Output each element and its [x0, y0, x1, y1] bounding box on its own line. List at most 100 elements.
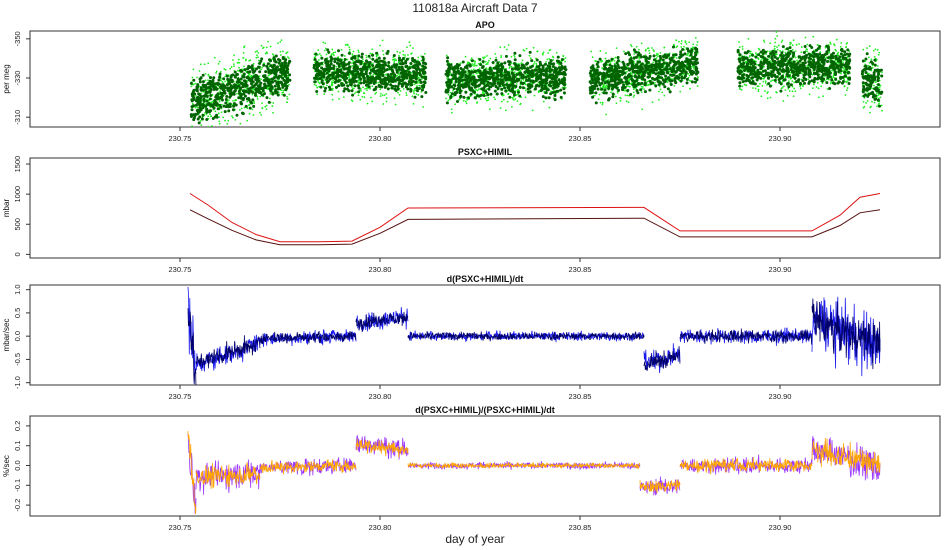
- data-point: [812, 35, 815, 38]
- data-point: [681, 47, 685, 51]
- data-point: [549, 92, 553, 96]
- data-point: [247, 87, 251, 91]
- data-point: [194, 106, 197, 109]
- data-point: [663, 94, 666, 97]
- data-point: [353, 92, 356, 95]
- data-point: [236, 61, 239, 64]
- data-point: [525, 69, 529, 73]
- data-point: [593, 94, 596, 97]
- data-point: [597, 71, 601, 75]
- data-point: [550, 90, 552, 93]
- data-point: [802, 85, 804, 88]
- data-point: [325, 53, 328, 56]
- data-point: [523, 70, 527, 74]
- data-point: [355, 59, 359, 63]
- data-point: [227, 109, 231, 113]
- data-point: [412, 47, 414, 50]
- data-point: [348, 69, 352, 73]
- data-point: [379, 88, 382, 91]
- data-point: [486, 55, 488, 57]
- data-point: [694, 72, 698, 76]
- data-point: [521, 82, 525, 86]
- data-point: [639, 65, 643, 69]
- data-point: [249, 82, 253, 86]
- data-point: [406, 46, 408, 49]
- data-point: [610, 91, 612, 94]
- data-point: [257, 51, 260, 54]
- data-point: [749, 50, 752, 53]
- data-point: [682, 76, 686, 80]
- data-point: [494, 52, 497, 55]
- data-point: [217, 112, 220, 115]
- data-point: [261, 66, 264, 69]
- data-point: [375, 75, 379, 79]
- data-point: [314, 63, 318, 67]
- data-point: [407, 54, 409, 56]
- data-point: [458, 91, 462, 95]
- data-point: [276, 76, 280, 80]
- data-point: [393, 84, 397, 88]
- data-point: [189, 81, 193, 85]
- data-point: [522, 66, 526, 70]
- data-point: [484, 60, 487, 63]
- data-point: [414, 76, 418, 80]
- data-point: [639, 88, 643, 92]
- data-point: [382, 103, 385, 105]
- data-point: [666, 87, 670, 91]
- data-point: [515, 83, 518, 85]
- data-point: [517, 90, 521, 94]
- data-point: [508, 75, 512, 79]
- data-point: [550, 80, 554, 84]
- data-point: [503, 46, 506, 48]
- data-point: [320, 66, 324, 70]
- data-point: [389, 78, 393, 82]
- data-point: [252, 62, 255, 65]
- data-point: [661, 72, 665, 76]
- data-point: [510, 67, 514, 71]
- data-point: [524, 75, 528, 79]
- data-point: [518, 54, 522, 58]
- data-point: [273, 59, 277, 63]
- data-point: [457, 63, 461, 67]
- data-point: [468, 77, 472, 81]
- data-point: [445, 59, 449, 63]
- data-point: [647, 47, 650, 50]
- data-point: [511, 89, 515, 93]
- data-point: [601, 67, 603, 69]
- data-point: [511, 76, 515, 80]
- data-point: [199, 63, 202, 66]
- data-point: [449, 63, 453, 67]
- data-point: [555, 51, 558, 54]
- data-point: [690, 65, 693, 68]
- data-point: [417, 87, 421, 91]
- data-point: [453, 66, 457, 70]
- data-point: [468, 64, 472, 68]
- data-point: [675, 46, 678, 49]
- data-point: [239, 94, 243, 98]
- data-point: [545, 67, 549, 71]
- data-point: [379, 95, 382, 98]
- data-point: [621, 86, 625, 90]
- data-point: [232, 102, 236, 106]
- data-point: [231, 108, 235, 112]
- data-point: [680, 42, 683, 45]
- data-point: [656, 55, 659, 57]
- data-point: [562, 55, 565, 58]
- data-point: [243, 65, 245, 68]
- data-point: [488, 66, 492, 70]
- data-point: [267, 69, 271, 73]
- data-point: [418, 84, 421, 87]
- data-point: [657, 62, 661, 66]
- data-point: [507, 71, 511, 75]
- data-point: [636, 91, 640, 95]
- data-point: [357, 49, 360, 52]
- data-point: [475, 64, 478, 67]
- data-point: [342, 73, 346, 77]
- data-point: [541, 95, 545, 99]
- data-point: [524, 89, 527, 92]
- data-point: [415, 89, 419, 93]
- data-point: [212, 87, 216, 91]
- data-point: [342, 89, 346, 93]
- data-point: [352, 77, 356, 81]
- data-point: [343, 58, 347, 62]
